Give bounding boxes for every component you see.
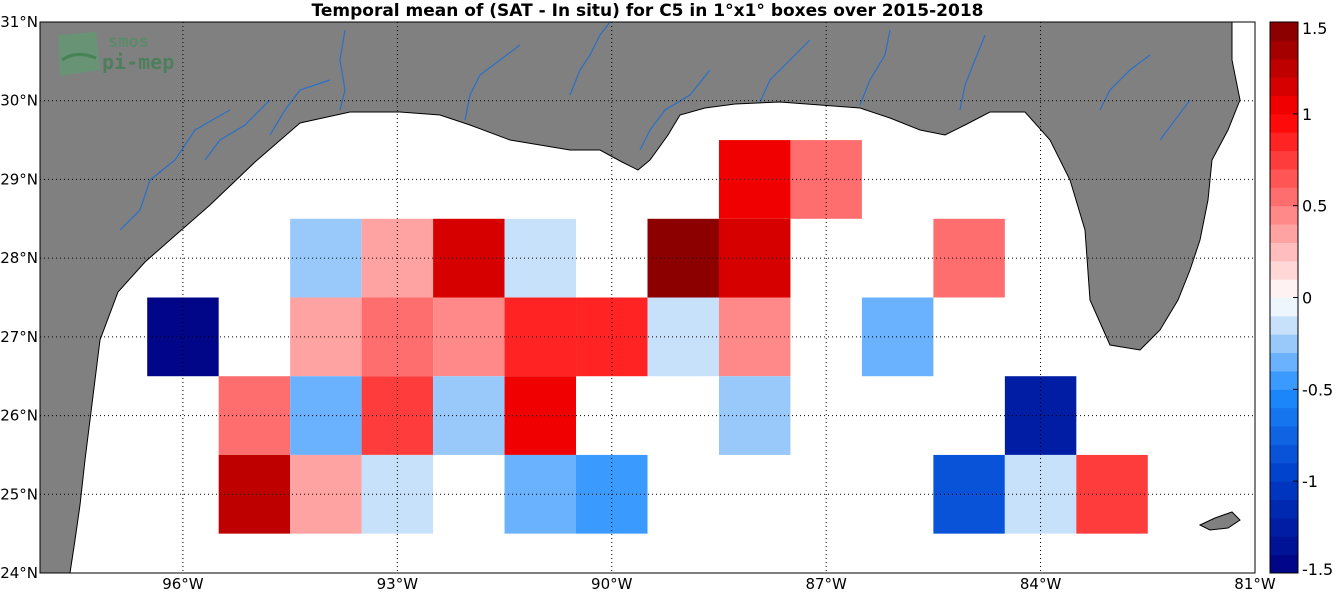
colorbar-segment [1270, 370, 1298, 390]
colorbar-tick-label: -1.5 [1302, 560, 1333, 579]
colorbar: 1.5 1 0.5 0 -0.5 -1 -1.5 [1269, 19, 1333, 579]
data-box-17 [861, 297, 934, 377]
data-box-2 [290, 218, 362, 298]
colorbar-tick-label: -1 [1302, 472, 1318, 491]
data-box-19 [290, 376, 362, 455]
lat-tick-label: 29°N [0, 170, 38, 188]
lat-tick-label: 24°N [0, 564, 38, 582]
colorbar-segment [1270, 315, 1298, 335]
data-box-0 [718, 140, 791, 219]
colorbar-segment [1270, 95, 1298, 115]
colorbar-tick-label: -0.5 [1302, 380, 1333, 399]
colorbar-segment [1270, 242, 1298, 262]
lon-tick-label: 93°W [377, 575, 419, 592]
data-box-26 [290, 454, 362, 534]
lon-tick-label: 84°W [1020, 575, 1062, 592]
colorbar-segment [1270, 426, 1298, 445]
colorbar-tick-label: 0.5 [1302, 197, 1327, 216]
map-plot-area: 96°W 93°W 90°W 87°W 84°W 81°W 24°N 25°N 26°N 27°N… [0, 13, 1276, 592]
colorbar-segment [1270, 499, 1298, 519]
colorbar-segment [1270, 481, 1298, 501]
colorbar-segment [1270, 58, 1298, 78]
lat-tick-label: 27°N [0, 328, 38, 346]
colorbar-segment [1270, 389, 1298, 409]
data-box-9 [147, 297, 219, 377]
logo-text-pi-mep: pi-mep [102, 50, 175, 74]
colorbar-segment [1270, 113, 1298, 133]
logo-text-smos: smos [108, 32, 149, 52]
colorbar-segment [1270, 132, 1298, 152]
colorbar-segment [1270, 187, 1298, 207]
data-box-25 [218, 454, 291, 534]
colorbar-segment [1270, 352, 1298, 372]
lon-tick-label: 90°W [591, 575, 633, 592]
colorbar-segment [1270, 224, 1298, 243]
data-box-7 [718, 218, 791, 298]
colorbar-segment [1270, 168, 1298, 188]
lat-tick-label: 31°N [0, 13, 38, 31]
data-box-16 [718, 297, 791, 377]
data-box-23 [718, 376, 791, 455]
colorbar-segment [1270, 297, 1298, 317]
axis-tick-labels: 96°W 93°W 90°W 87°W 84°W 81°W 24°N 25°N 26°N 27°N… [0, 13, 1276, 592]
lat-tick-label: 30°N [0, 92, 38, 110]
smos-pi-mep-logo [56, 30, 196, 80]
colorbar-segment [1270, 279, 1298, 298]
colorbar-segment [1270, 462, 1298, 482]
lat-tick-label: 25°N [0, 485, 38, 503]
colorbar-segment [1270, 334, 1298, 354]
lon-tick-label: 96°W [162, 575, 204, 592]
colorbar-segment [1270, 517, 1298, 537]
lon-tick-label: 81°W [1234, 575, 1276, 592]
data-box-10 [290, 297, 362, 377]
colorbar-segment [1270, 150, 1298, 170]
lat-tick-label: 26°N [0, 407, 38, 425]
lon-tick-label: 87°W [805, 575, 847, 592]
graticule [40, 22, 1255, 573]
colorbar-segment [1270, 77, 1298, 96]
colorbar-segment [1270, 40, 1298, 60]
rivers [119, 22, 1191, 231]
colorbar-segment [1270, 554, 1298, 574]
colorbar-segment [1270, 22, 1298, 41]
land-north-coast [40, 22, 1241, 573]
data-box-20 [361, 376, 434, 455]
data-box-15 [647, 297, 719, 377]
colorbar-tick-label: 0 [1302, 289, 1312, 308]
colorbar-segment [1270, 260, 1298, 280]
data-box-6 [647, 218, 719, 298]
colorbar-segment [1270, 407, 1298, 427]
colorbar-tick-label: 1 [1302, 105, 1312, 124]
map-title: Temporal mean of (SAT - In situ) for C5 … [311, 1, 984, 21]
data-box-18 [218, 376, 291, 455]
colorbar-segment [1270, 536, 1298, 556]
land-florida-keys [1198, 511, 1241, 531]
data-box-1 [790, 140, 862, 219]
colorbar-tick-label: 1.5 [1302, 19, 1327, 38]
colorbar-segment [1270, 205, 1298, 225]
colorbar-segment [1270, 444, 1298, 464]
lat-tick-label: 28°N [0, 249, 38, 267]
